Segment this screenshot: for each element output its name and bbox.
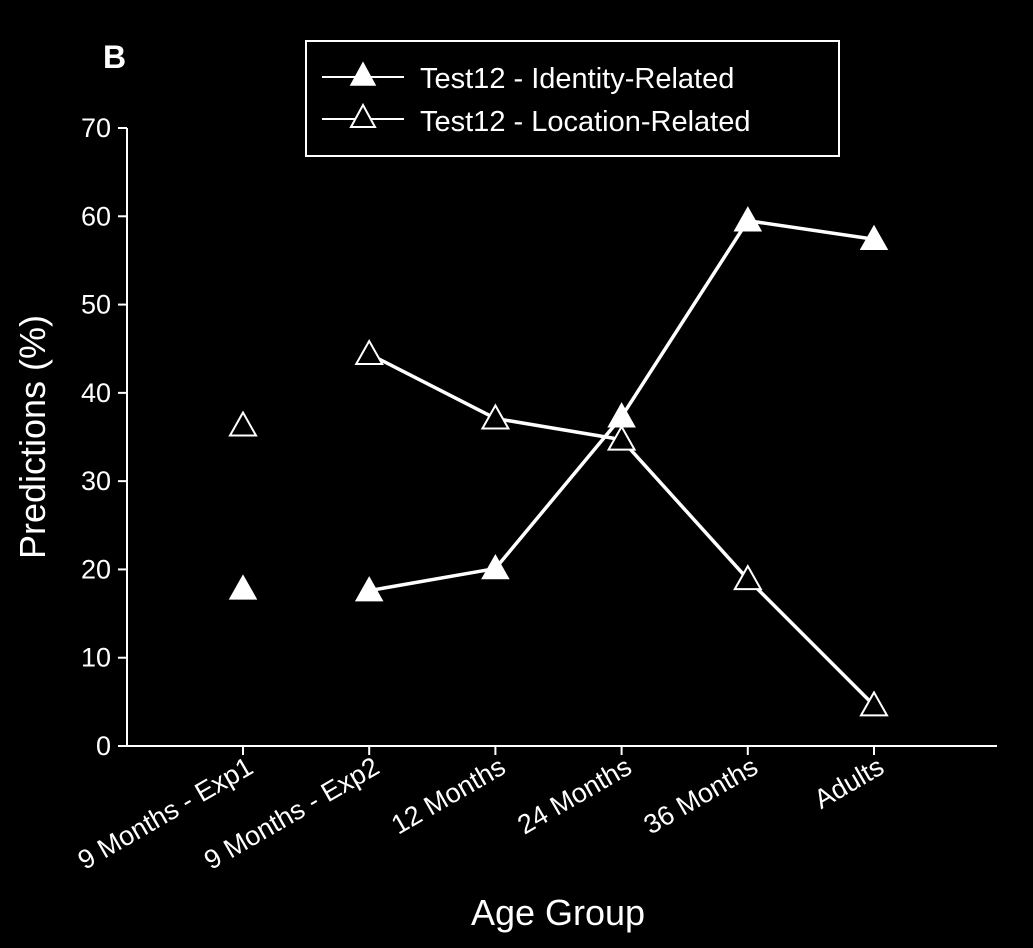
legend-box [305,40,840,157]
identity-data-point [733,206,763,232]
axes [126,128,997,747]
y-tick-label: 10 [81,643,111,673]
legend-marker-identity [349,61,377,86]
y-tick-label: 20 [81,554,111,584]
identity-data-point [859,224,889,250]
x-tick-label: 12 Months [386,751,510,840]
legend-label-identity: Test12 - Identity-Related [420,63,734,95]
y-tick-label: 70 [81,113,111,143]
location-data-point [228,410,258,437]
location-data-point [354,338,384,366]
y-tick-label: 40 [81,378,111,408]
location-data-point [606,424,637,451]
identity-data-point [228,574,258,600]
y-axis-title: Predictions (%) [12,315,53,559]
y-tick-label: 50 [81,290,111,320]
identity-data-point [354,576,384,602]
y-tick-label: 30 [81,466,111,496]
y-tick-label: 0 [96,731,111,761]
x-tick-label: 24 Months [512,751,636,840]
x-tick-label: 36 Months [639,751,763,840]
y-tick-label: 60 [81,201,111,231]
x-axis-title: Age Group [471,892,645,933]
panel-label: B [103,39,126,75]
x-tick-label: Adults [809,751,889,815]
series-layer [228,206,889,717]
legend-marker-location [349,102,377,128]
legend-label-location: Test12 - Location-Related [420,106,750,138]
legend: Test12 - Identity-Related Test12 - Locat… [305,40,840,157]
y-ticks: 0 10 20 30 40 50 60 70 [81,113,127,761]
identity-data-point [481,554,510,580]
location-data-point [480,403,511,430]
identity-data-point [607,402,636,428]
location-data-point [733,564,763,591]
location-data-point [859,690,889,717]
